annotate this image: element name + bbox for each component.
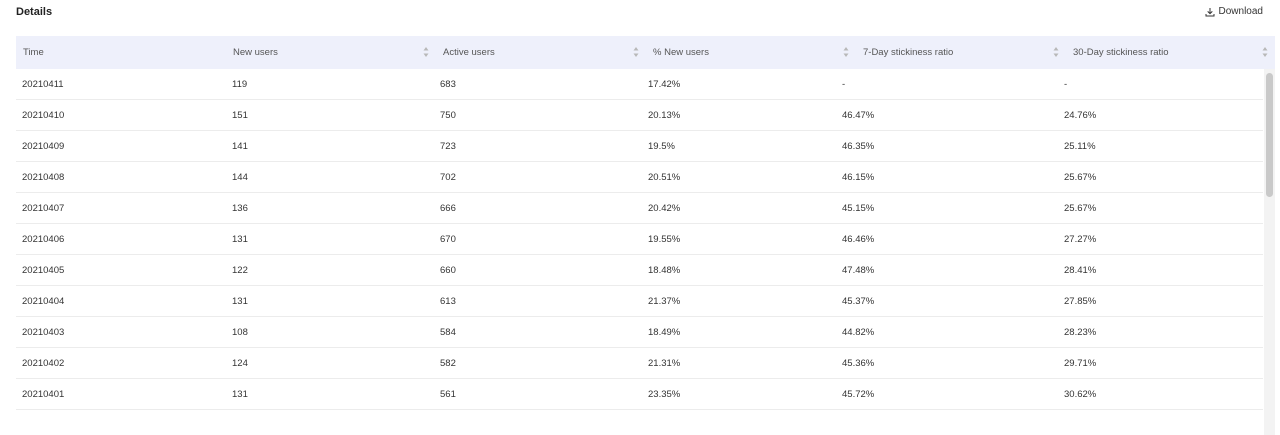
table-cell: 20210405	[22, 264, 65, 276]
table-cell: 660	[440, 264, 456, 276]
vertical-scrollbar[interactable]	[1264, 69, 1275, 435]
table-cell: 702	[440, 171, 456, 183]
sort-icon[interactable]	[843, 46, 849, 58]
table-cell: 20.13%	[648, 109, 681, 121]
table-cell: 144	[232, 171, 248, 183]
table-cell: 750	[440, 109, 456, 121]
sort-icon[interactable]	[423, 46, 429, 58]
table-row: 20210404 131 613 21.37% 45.37% 27.85%	[16, 286, 1263, 317]
table-cell: 20210410	[22, 109, 65, 121]
table-cell: 46.15%	[842, 171, 875, 183]
table-cell: -	[842, 78, 846, 90]
table-cell: 131	[232, 233, 248, 245]
table-cell: 23.35%	[648, 388, 681, 400]
table-cell: 124	[232, 357, 248, 369]
table-cell: 44.82%	[842, 326, 875, 338]
table-cell: 46.35%	[842, 140, 875, 152]
table-row: 20210401 131 561 23.35% 45.72% 30.62%	[16, 379, 1263, 410]
table-cell: 45.37%	[842, 295, 875, 307]
table-cell: 24.76%	[1064, 109, 1097, 121]
table-row: 20210403 108 584 18.49% 44.82% 28.23%	[16, 317, 1263, 348]
column-header-new-users[interactable]: New users	[226, 36, 436, 69]
table-cell: 670	[440, 233, 456, 245]
table-cell: 46.46%	[842, 233, 875, 245]
page-title: Details	[16, 6, 53, 18]
table-cell: 582	[440, 357, 456, 369]
table-body: 20210411 119 683 17.42% - - 20210410 151 750 20.1…	[16, 69, 1263, 410]
download-button[interactable]: Download	[1205, 6, 1263, 17]
download-label: Download	[1218, 6, 1263, 17]
table-cell: 28.41%	[1064, 264, 1097, 276]
column-header-time: Time	[23, 47, 44, 58]
table-cell: 19.55%	[648, 233, 681, 245]
table-header: Time New users Active users % New users …	[16, 36, 1275, 69]
table-cell: 21.37%	[648, 295, 681, 307]
download-icon	[1205, 7, 1215, 16]
table-cell: 27.85%	[1064, 295, 1097, 307]
table-cell: 18.49%	[648, 326, 681, 338]
table-cell: 20210404	[22, 295, 65, 307]
table-cell: 30.62%	[1064, 388, 1097, 400]
table-row: 20210402 124 582 21.31% 45.36% 29.71%	[16, 348, 1263, 379]
table-cell: 28.23%	[1064, 326, 1097, 338]
table-cell: 18.48%	[648, 264, 681, 276]
table-cell: 21.31%	[648, 357, 681, 369]
table-cell: 25.67%	[1064, 171, 1097, 183]
table-cell: 27.27%	[1064, 233, 1097, 245]
details-table: Time New users Active users % New users …	[16, 36, 1275, 435]
table-cell: 20210411	[22, 78, 64, 90]
column-header-30-day-stickiness[interactable]: 30-Day stickiness ratio	[1066, 36, 1275, 69]
table-row: 20210407 136 666 20.42% 45.15% 25.67%	[16, 193, 1263, 224]
table-cell: 131	[232, 388, 248, 400]
table-cell: 136	[232, 202, 248, 214]
table-cell: 20210403	[22, 326, 65, 338]
table-cell: 46.47%	[842, 109, 875, 121]
column-header-7-day-stickiness[interactable]: 7-Day stickiness ratio	[856, 36, 1066, 69]
table-cell: 20210401	[22, 388, 65, 400]
column-header-active-users[interactable]: Active users	[436, 36, 646, 69]
table-cell: 47.48%	[842, 264, 875, 276]
table-cell: 45.15%	[842, 202, 875, 214]
scrollbar-thumb[interactable]	[1266, 73, 1273, 197]
table-cell: 20210402	[22, 357, 65, 369]
table-cell: 561	[440, 388, 456, 400]
table-cell: 613	[440, 295, 456, 307]
table-cell: 151	[232, 109, 248, 121]
table-cell: 119	[232, 78, 248, 90]
table-cell: 122	[232, 264, 248, 276]
table-cell: 20.51%	[648, 171, 681, 183]
table-row: 20210411 119 683 17.42% - -	[16, 69, 1263, 100]
table-cell: 108	[232, 326, 248, 338]
table-cell: -	[1064, 78, 1068, 90]
table-cell: 25.11%	[1064, 140, 1096, 152]
table-cell: 20210409	[22, 140, 65, 152]
table-cell: 584	[440, 326, 456, 338]
table-row: 20210406 131 670 19.55% 46.46% 27.27%	[16, 224, 1263, 255]
table-cell: 723	[440, 140, 456, 152]
table-cell: 25.67%	[1064, 202, 1097, 214]
table-row: 20210409 141 723 19.5% 46.35% 25.11%	[16, 131, 1263, 162]
table-cell: 20.42%	[648, 202, 681, 214]
column-header-percent-new-users[interactable]: % New users	[646, 36, 856, 69]
table-cell: 141	[232, 140, 248, 152]
table-row: 20210405 122 660 18.48% 47.48% 28.41%	[16, 255, 1263, 286]
sort-icon[interactable]	[1262, 46, 1268, 58]
table-cell: 131	[232, 295, 248, 307]
table-cell: 20210406	[22, 233, 65, 245]
table-cell: 20210408	[22, 171, 65, 183]
table-cell: 20210407	[22, 202, 65, 214]
table-cell: 19.5%	[648, 140, 675, 152]
table-row: 20210410 151 750 20.13% 46.47% 24.76%	[16, 100, 1263, 131]
table-row: 20210408 144 702 20.51% 46.15% 25.67%	[16, 162, 1263, 193]
table-cell: 45.36%	[842, 357, 875, 369]
table-cell: 17.42%	[648, 78, 681, 90]
table-cell: 29.71%	[1064, 357, 1097, 369]
table-cell: 45.72%	[842, 388, 875, 400]
table-cell: 666	[440, 202, 456, 214]
sort-icon[interactable]	[1053, 46, 1059, 58]
table-cell: 683	[440, 78, 456, 90]
sort-icon[interactable]	[633, 46, 639, 58]
